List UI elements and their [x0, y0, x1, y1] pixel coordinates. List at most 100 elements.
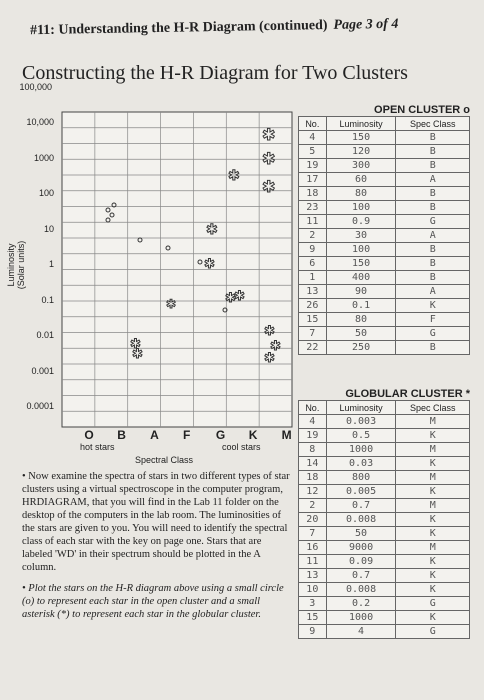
cell: 9 — [298, 242, 327, 257]
x-label: M — [281, 428, 292, 442]
globular-cluster-table: No. Luminosity Spec Class 4 0.003 M 19 0.5 K 8 100… — [298, 400, 470, 639]
cell: 0.09 — [325, 554, 397, 569]
row: 12 0.005 K — [298, 484, 470, 499]
column-header: Spec Class — [395, 400, 470, 415]
svg-text:✱: ✱ — [132, 346, 143, 361]
x-label: B — [117, 428, 126, 442]
cell: G — [395, 624, 470, 639]
svg-text:✱: ✱ — [262, 151, 275, 168]
row: 2 30 A — [298, 228, 470, 243]
cell: 7 — [298, 326, 327, 341]
cell: B — [395, 242, 470, 257]
column-header: No. — [298, 116, 327, 131]
cell: F — [395, 312, 470, 327]
section-title: Constructing the H-R Diagram for Two Clu… — [22, 62, 408, 84]
cell: 11 — [298, 214, 327, 229]
svg-text:✱: ✱ — [225, 290, 236, 305]
row: 19 0.5 K — [298, 428, 470, 443]
cell: 4 — [298, 414, 327, 429]
cell: 2 — [298, 228, 327, 243]
cell: 4 — [325, 624, 397, 639]
row: 4 0.003 M — [298, 414, 470, 429]
row: 16 9000 M — [298, 540, 470, 555]
globular-cluster-title: GLOBULAR CLUSTER * — [345, 388, 470, 400]
row: 11 0.9 G — [298, 214, 470, 229]
cell: 80 — [325, 312, 397, 327]
y-label: 0.1 — [41, 294, 54, 305]
cell: G — [395, 214, 470, 229]
cool-label: cool stars — [222, 442, 261, 452]
cell: 11 — [298, 554, 327, 569]
y-label: 100,000 — [19, 82, 52, 92]
header-row: No. Luminosity Spec Class — [298, 116, 470, 131]
svg-text:✱: ✱ — [270, 338, 281, 353]
cell: 23 — [298, 200, 327, 215]
x-label: K — [248, 428, 258, 442]
cell: 10 — [298, 582, 327, 597]
cell: 9000 — [325, 540, 397, 555]
cell: A — [395, 172, 470, 187]
cell: 0.005 — [325, 484, 397, 499]
cell: M — [395, 498, 470, 513]
cell: 1 — [298, 270, 327, 285]
cell: A — [395, 228, 470, 243]
y-label: 0.001 — [31, 365, 54, 376]
svg-text:✱: ✱ — [130, 336, 141, 351]
cell: 800 — [325, 470, 397, 485]
cell: 0.5 — [325, 428, 397, 443]
cell: M — [395, 540, 470, 555]
cell: 90 — [325, 284, 397, 299]
open-cluster: OPEN CLUSTER o No. Luminosity Spec Class 4 1… — [298, 104, 470, 355]
globular-cluster: GLOBULAR CLUSTER * No. Luminosity Spec Cla… — [298, 388, 470, 639]
row: 20 0.008 K — [298, 512, 470, 527]
cell: 0.008 — [325, 582, 397, 597]
row: 3 0.2 G — [298, 596, 470, 611]
cell: 100 — [325, 200, 397, 215]
cell: 13 — [298, 568, 327, 583]
row: 6 150 B — [298, 256, 470, 271]
cell: 9 — [298, 624, 327, 639]
plotted-stars: ✱✱✱ ✱✱ ✱✱✱ ✱✱✱ ✱✱✱ — [105, 127, 282, 366]
svg-text:✱: ✱ — [264, 323, 275, 338]
row: 18 800 M — [298, 470, 470, 485]
row: 26 0.1 K — [298, 298, 470, 313]
row: 23 100 B — [298, 200, 470, 215]
cell: 17 — [298, 172, 327, 187]
row: 4 150 B — [298, 130, 470, 145]
cell: 1000 — [325, 610, 397, 625]
cell: 120 — [325, 144, 397, 159]
cell: 400 — [325, 270, 397, 285]
x-label: G — [215, 428, 226, 442]
cell: 19 — [298, 158, 327, 173]
cell: B — [395, 186, 470, 201]
cell: 26 — [298, 298, 327, 313]
open-cluster-table: No. Luminosity Spec Class 4 150 B 5 120 B 19 300 B 1… — [298, 116, 470, 355]
hot-label: hot stars — [80, 442, 115, 452]
row: 10 0.008 K — [298, 582, 470, 597]
y-label: 0.01 — [36, 330, 54, 341]
cell: 30 — [325, 228, 397, 243]
instructions: • Now examine the spectra of stars in tw… — [22, 470, 292, 629]
svg-text:✱: ✱ — [204, 256, 215, 271]
svg-text:✱: ✱ — [264, 350, 275, 365]
y-label: 1000 — [33, 152, 54, 163]
column-header: No. — [298, 400, 327, 415]
cell: 100 — [325, 242, 397, 257]
cell: 0.7 — [325, 568, 397, 583]
column-header: Luminosity — [325, 400, 397, 415]
cell: 60 — [325, 172, 397, 187]
cell: G — [395, 326, 470, 341]
cell: 15 — [298, 610, 327, 625]
column-header: Luminosity — [325, 116, 397, 131]
instruction: • Plot the stars on the H-R diagram abov… — [22, 583, 284, 620]
row: 9 100 B — [298, 242, 470, 257]
cell: K — [395, 568, 470, 583]
cell: 14 — [298, 456, 327, 471]
cell: 22 — [298, 340, 327, 355]
cell: 12 — [298, 484, 327, 499]
instruction: • Now examine the spectra of stars in tw… — [22, 471, 290, 573]
cell: K — [395, 428, 470, 443]
cell: K — [395, 610, 470, 625]
